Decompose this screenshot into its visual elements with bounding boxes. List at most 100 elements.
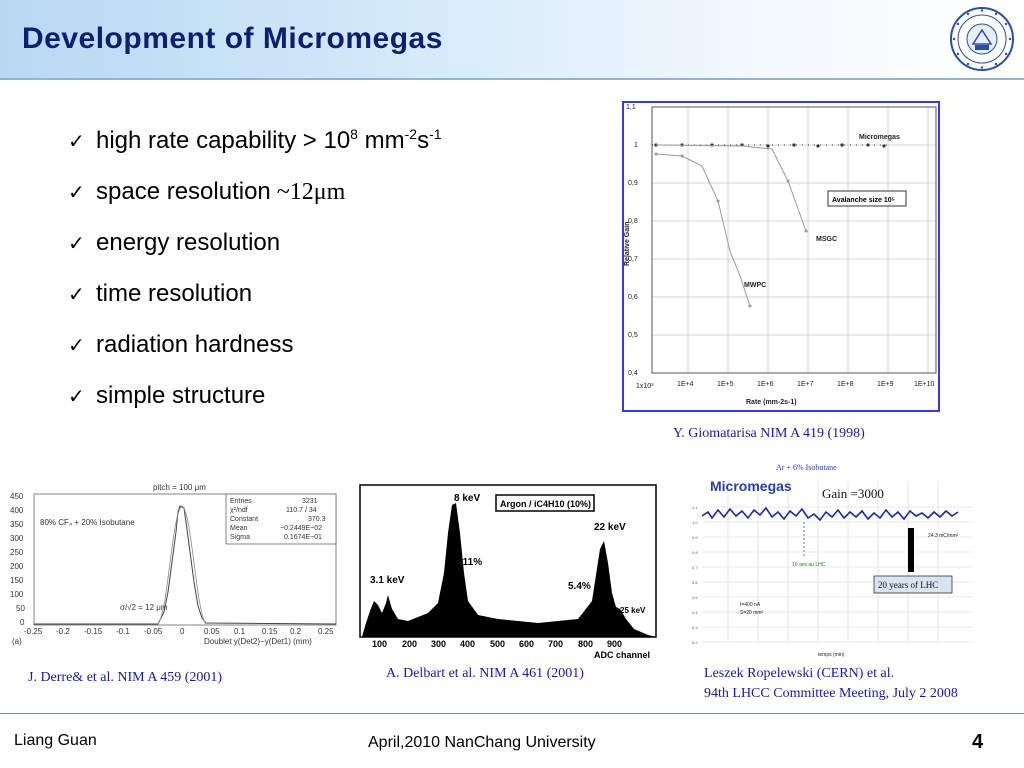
- university-seal-icon: [950, 7, 1014, 71]
- x-tick: 0: [180, 627, 185, 636]
- svg-text:0.2: 0.2: [692, 640, 698, 645]
- bullet-radiation-hardness: ✓ radiation hardness: [68, 326, 442, 377]
- peak-3kev: 3.1 keV: [370, 575, 405, 586]
- y-tick: 0,8: [628, 218, 638, 225]
- y-tick: 0,6: [628, 294, 638, 301]
- y-tick: 0,4: [628, 370, 638, 377]
- svg-text:0.3: 0.3: [692, 625, 698, 630]
- y-tick: 50: [16, 604, 25, 613]
- energy-spectrum: Argon / iC4H10 (10%) 8 keV 22 keV 3.1 ke…: [359, 484, 657, 660]
- feature-list: ✓ high rate capability > 108 mm-2s-1 ✓ spa…: [68, 122, 442, 428]
- current-label: I=400 nA: [740, 602, 761, 608]
- gain-label: Gain =3000: [822, 486, 884, 501]
- svg-text:Entries: Entries: [230, 498, 252, 505]
- gain-rate-plot: 1,1 1 0,9 0,8 0,7 0,6 0,5 0,4 1x10³ 1E+4…: [622, 101, 940, 412]
- x-tick: 700: [548, 639, 563, 649]
- check-icon: ✓: [68, 182, 85, 204]
- bullet-simple-structure: ✓ simple structure: [68, 377, 442, 428]
- svg-text:Mean: Mean: [230, 525, 248, 532]
- footer-author: Liang Guan: [14, 732, 97, 749]
- svg-text:20 years of LHC: 20 years of LHC: [878, 580, 938, 590]
- x-tick: 1E+9: [877, 381, 894, 388]
- gas-label: 80% CF₄ + 20% Isobutane: [40, 518, 135, 527]
- avalanche-box: [827, 190, 907, 207]
- title-bar: Development of Micromegas: [0, 0, 1024, 80]
- x-axis-label: Rate (mm-2s-1): [746, 399, 797, 406]
- histogram-caption: J. Derre& et al. NIM A 459 (2001): [28, 670, 223, 685]
- x-tick: -0.15: [84, 627, 103, 636]
- y-tick: 1,1: [626, 104, 636, 111]
- fit-curve: [157, 505, 207, 625]
- x-tick: 500: [490, 639, 505, 649]
- bullet-space-resolution: ✓ space resolution ~12μm: [68, 173, 442, 224]
- x-axis-label: temps (min): [818, 652, 845, 658]
- y-tick: 300: [10, 534, 24, 543]
- top-label: Ar + 6% Isobutane: [776, 463, 837, 472]
- x-axis-label: ADC channel: [594, 650, 650, 660]
- avalanche-label: Avalanche size 10⁵: [832, 197, 895, 204]
- gas-label: Argon / iC4H10 (10%): [500, 499, 591, 509]
- y-tick: 0,5: [628, 332, 638, 339]
- y-tick: 150: [10, 576, 24, 585]
- x-tick: -0.25: [24, 627, 43, 636]
- y-tick: 0,9: [628, 180, 638, 187]
- check-icon: ✓: [68, 335, 85, 357]
- page-number: 4: [972, 731, 984, 753]
- peak-25kev: 25 keV: [620, 606, 646, 615]
- svg-text:χ²/ndf: χ²/ndf: [230, 507, 248, 514]
- x-tick: -0.1: [116, 627, 130, 636]
- bullet-rate: ✓ high rate capability > 108 mm-2s-1: [68, 122, 442, 173]
- x-tick: 1E+8: [837, 381, 854, 388]
- panel-label: (a): [12, 637, 22, 646]
- aging-caption-1: Leszek Ropelewski (CERN) et al.: [704, 666, 895, 681]
- x-tick: 1E+10: [914, 381, 935, 388]
- bullet-energy-resolution: ✓ energy resolution: [68, 224, 442, 275]
- msgc-curve: [655, 144, 807, 232]
- x-tick: 1E+5: [717, 381, 734, 388]
- y-tick: 450: [10, 492, 24, 501]
- stats-box: [225, 493, 337, 545]
- lhc10-label: 10 ans au LHC: [792, 562, 826, 568]
- check-icon: ✓: [68, 284, 85, 306]
- x-tick: 0.2: [290, 627, 302, 636]
- x-tick: 1E+4: [677, 381, 694, 388]
- svg-text:Constant: Constant: [230, 516, 258, 523]
- svg-text:370.3: 370.3: [308, 516, 326, 523]
- x-tick: 800: [578, 639, 593, 649]
- svg-text:0.7: 0.7: [692, 565, 698, 570]
- y-tick: 0: [20, 618, 25, 627]
- x-axis-label: Doublet y(Det2)−y(Det1) (mm): [204, 637, 312, 646]
- x-tick: 0.15: [262, 627, 278, 636]
- check-icon: ✓: [68, 386, 85, 408]
- area-label: S=20 mm²: [740, 610, 764, 616]
- footer-divider: [0, 713, 1024, 714]
- svg-text:0.8: 0.8: [692, 550, 698, 555]
- svg-text:0.6: 0.6: [692, 580, 698, 585]
- y-tick: 100: [10, 590, 24, 599]
- x-tick: 1E+6: [757, 381, 774, 388]
- y-tick: 250: [10, 548, 24, 557]
- check-icon: ✓: [68, 131, 85, 153]
- check-icon: ✓: [68, 233, 85, 255]
- spectrum-caption: A. Delbart et al. NIM A 461 (2001): [386, 666, 584, 681]
- title-label: Micromegas: [710, 478, 792, 494]
- y-tick: 1: [634, 142, 638, 149]
- x-tick: 900: [607, 639, 622, 649]
- res-11: < 11%: [454, 557, 482, 568]
- svg-text:0.4: 0.4: [692, 610, 698, 615]
- resolution-histogram: pitch = 100 μm 450 400 350 300 250 200 1…: [10, 483, 337, 646]
- charge-label: 24.3 mC/mm²: [928, 533, 959, 539]
- sigma-label: σ/√2 = 12 μm: [120, 603, 168, 612]
- svg-text:0.5: 0.5: [692, 595, 698, 600]
- x-tick: 0.05: [204, 627, 220, 636]
- y-tick: 350: [10, 520, 24, 529]
- svg-text:Sigma: Sigma: [230, 534, 250, 541]
- x-tick: 300: [431, 639, 446, 649]
- aging-caption-2: 94th LHCC Committee Meeting, July 2 2008: [704, 686, 958, 701]
- aging-plot: Ar + 6% Isobutane Gain =3000 20 years of…: [688, 462, 974, 658]
- x-tick: 600: [519, 639, 534, 649]
- svg-text:0.9: 0.9: [692, 535, 698, 540]
- footer-event: April,2010 NanChang University: [368, 734, 596, 751]
- bullet-time-resolution: ✓ time resolution: [68, 275, 442, 326]
- y-tick: 400: [10, 506, 24, 515]
